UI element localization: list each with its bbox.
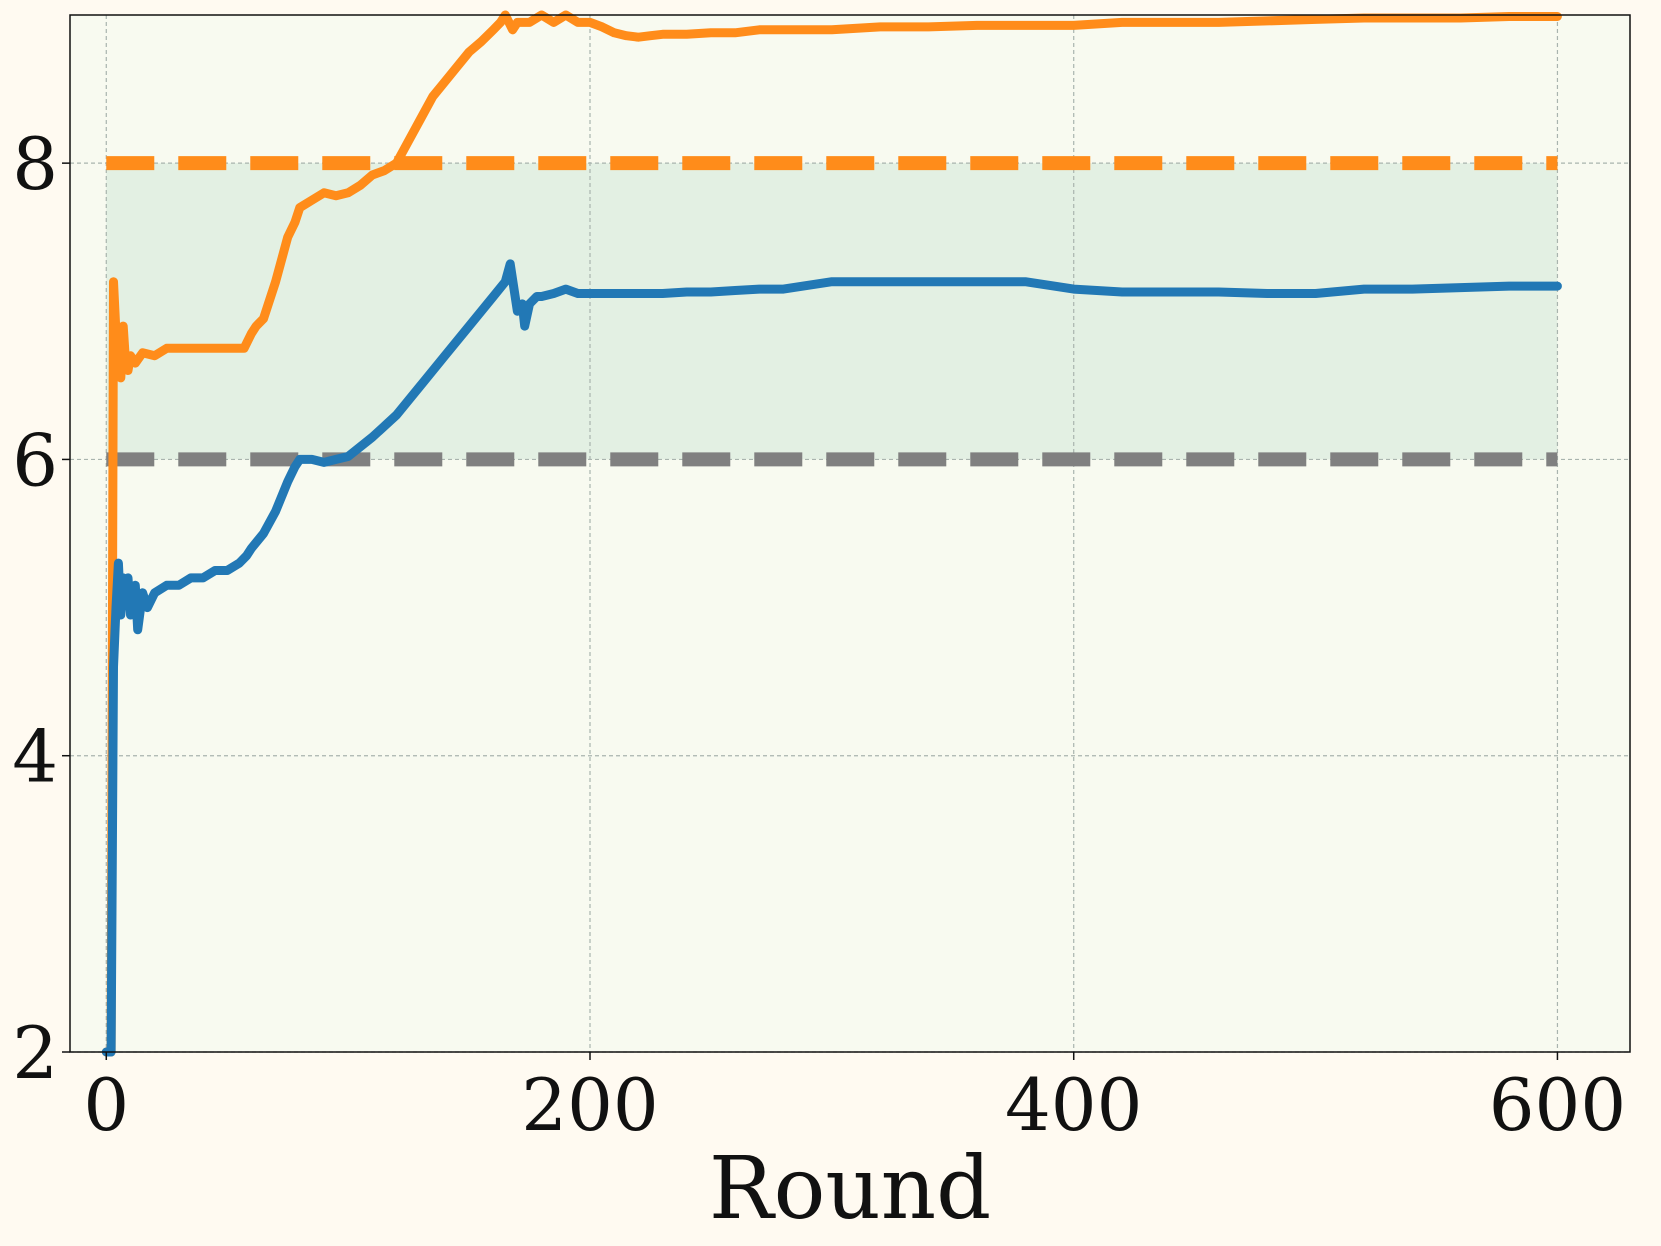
- y-tick-label: 2: [12, 1011, 58, 1095]
- x-axis-label: Round: [709, 1139, 991, 1239]
- y-tick-label: 4: [12, 715, 58, 799]
- x-tick-label: 400: [1005, 1063, 1142, 1147]
- x-tick-label: 0: [83, 1063, 129, 1147]
- series-line-1: [101, 10, 1562, 1057]
- shaded-band-layer: [106, 163, 1558, 460]
- shaded-band: [106, 163, 1558, 460]
- ticks: 0 200 400 600 2 4 6 8: [12, 122, 1626, 1147]
- x-tick-label: 200: [521, 1063, 658, 1147]
- series-lines: [101, 10, 1562, 1057]
- series-line-2: [101, 259, 1562, 1057]
- plot-frame: [69, 14, 1631, 1053]
- x-tick-label: 600: [1489, 1063, 1626, 1147]
- y-tick-label: 8: [12, 122, 58, 206]
- y-tick-label: 6: [12, 418, 58, 502]
